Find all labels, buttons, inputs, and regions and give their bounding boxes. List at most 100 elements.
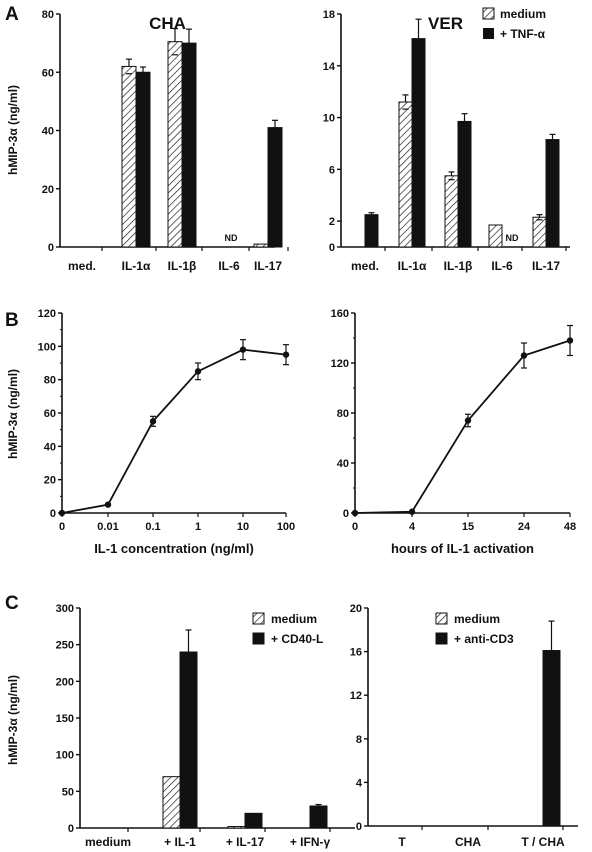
legend: medium + anti-CD3 [435, 612, 514, 646]
series-line [354, 339, 571, 514]
y-tick-label: 4 [356, 777, 363, 789]
x-tick-label: + IFN-γ [290, 835, 331, 849]
x-tick-label: T / CHA [521, 835, 565, 849]
y-tick-label: 0 [50, 508, 56, 520]
x-tick-label: + IL-1 [164, 835, 196, 849]
legend-swatch [252, 612, 265, 625]
chart-b-conc: 0 20 40 60 80 100 120 0 0.01 0.1 1 10 100 IL-1 concen… [38, 308, 296, 556]
data-point [58, 509, 66, 517]
x-tick-label: IL-1α [398, 259, 427, 273]
x-axis-label: hours of IL-1 activation [391, 541, 534, 556]
y-tick-label: 40 [44, 441, 56, 453]
data-point [408, 508, 416, 515]
data-point [194, 368, 202, 375]
bar-medium [227, 826, 246, 829]
bar-treated [542, 650, 561, 827]
bar-medium [167, 41, 183, 248]
y-tick-label: 80 [42, 9, 54, 21]
x-axis-label: IL-1 concentration (ng/ml) [94, 541, 254, 556]
x-tick-label: IL-17 [254, 259, 282, 273]
panel-letter-a: A [5, 4, 19, 25]
y-tick-label: 160 [331, 308, 349, 320]
chart-title: VER [428, 14, 463, 33]
y-tick-label: 20 [44, 475, 56, 487]
bar-medium [253, 243, 269, 248]
x-tick-label: IL-6 [491, 259, 513, 273]
y-tick-label: 250 [56, 640, 74, 652]
y-tick-label: 100 [56, 750, 74, 762]
data-point [104, 501, 112, 508]
y-tick-label: 14 [323, 61, 336, 73]
y-tick-label: 200 [56, 676, 74, 688]
data-point [520, 352, 528, 359]
y-tick-label: 40 [42, 126, 54, 138]
bar-treated [267, 127, 283, 248]
panel-a-ylabel: hMIP-3α (ng/ml) [6, 85, 20, 175]
x-tick-label: 0.1 [145, 521, 160, 533]
panel-letter-b: B [5, 310, 19, 331]
x-tick-label: 4 [409, 521, 416, 533]
y-tick-label: 16 [350, 647, 362, 659]
y-tick-label: 60 [42, 67, 54, 79]
y-tick-label: 20 [42, 184, 54, 196]
panel-b-ylabel: hMIP-3α (ng/ml) [6, 369, 20, 459]
legend: medium + CD40-L [252, 612, 323, 646]
y-tick-label: 20 [350, 603, 362, 615]
x-tick-label: IL-1β [444, 259, 473, 273]
chart-c-anticd3: 0 4 8 12 16 20 T CHA T / CHA medium + anti-CD3 [350, 603, 578, 849]
bar-medium [121, 65, 137, 248]
x-tick-label: T [398, 835, 406, 849]
legend-label: medium [271, 612, 317, 626]
bar-treated [545, 139, 560, 248]
legend-swatch [435, 612, 448, 625]
chart-title: CHA [149, 14, 186, 33]
bar-treated [457, 120, 472, 248]
x-tick-label: CHA [455, 835, 481, 849]
y-tick-label: 8 [356, 734, 362, 746]
data-point [351, 509, 359, 517]
y-tick-label: 120 [331, 358, 349, 370]
legend-swatch-medium [482, 7, 495, 20]
legend-label: + CD40-L [271, 632, 323, 646]
bar-medium [398, 101, 413, 248]
legend-label: medium [454, 612, 500, 626]
legend-swatch [252, 632, 265, 645]
y-tick-label: 0 [48, 242, 54, 254]
legend-label: + anti-CD3 [454, 632, 514, 646]
chart-b-time: 0 40 80 120 160 0 4 15 24 48 hours of IL-1 activat… [331, 308, 576, 556]
x-tick-label: IL-1β [168, 259, 197, 273]
y-tick-label: 80 [44, 375, 56, 387]
data-point [464, 417, 472, 424]
bar-treated [364, 214, 379, 248]
y-tick-label: 0 [356, 821, 362, 833]
chart-a-cha: 0 20 40 60 80 CHA med. IL-1α IL-1β IL-6 IL-17 ND [42, 9, 289, 273]
legend-swatch-tnf [483, 28, 494, 39]
y-tick-label: 40 [337, 458, 349, 470]
chart-a-ver: 0 2 6 10 14 18 VER med. IL-1α IL-1β IL-6 IL-17 ND [323, 9, 570, 273]
annotation-nd: ND [225, 233, 238, 243]
bar-medium [162, 776, 181, 829]
x-tick-label: + IL-17 [226, 835, 265, 849]
legend-swatch [435, 632, 448, 645]
y-tick-label: 0 [68, 823, 74, 835]
x-tick-label: 1 [195, 521, 201, 533]
y-tick-label: 60 [44, 408, 56, 420]
bar-medium [488, 224, 503, 248]
x-tick-label: 10 [237, 521, 249, 533]
y-tick-label: 150 [56, 713, 74, 725]
panel-a-legend: medium + TNF-α [482, 7, 546, 41]
y-tick-label: 300 [56, 603, 74, 615]
bar-treated [179, 651, 198, 829]
y-tick-label: 100 [38, 341, 56, 353]
data-point [282, 351, 290, 358]
x-tick-label: 48 [564, 521, 576, 533]
y-tick-label: 80 [337, 408, 349, 420]
y-tick-label: 2 [329, 216, 335, 228]
x-tick-label: IL-17 [532, 259, 560, 273]
legend-label-tnf: + TNF-α [500, 27, 546, 41]
x-tick-label: 24 [518, 521, 531, 533]
annotation-nd: ND [506, 233, 519, 243]
bar-treated [135, 71, 151, 248]
x-tick-label: IL-6 [218, 259, 240, 273]
